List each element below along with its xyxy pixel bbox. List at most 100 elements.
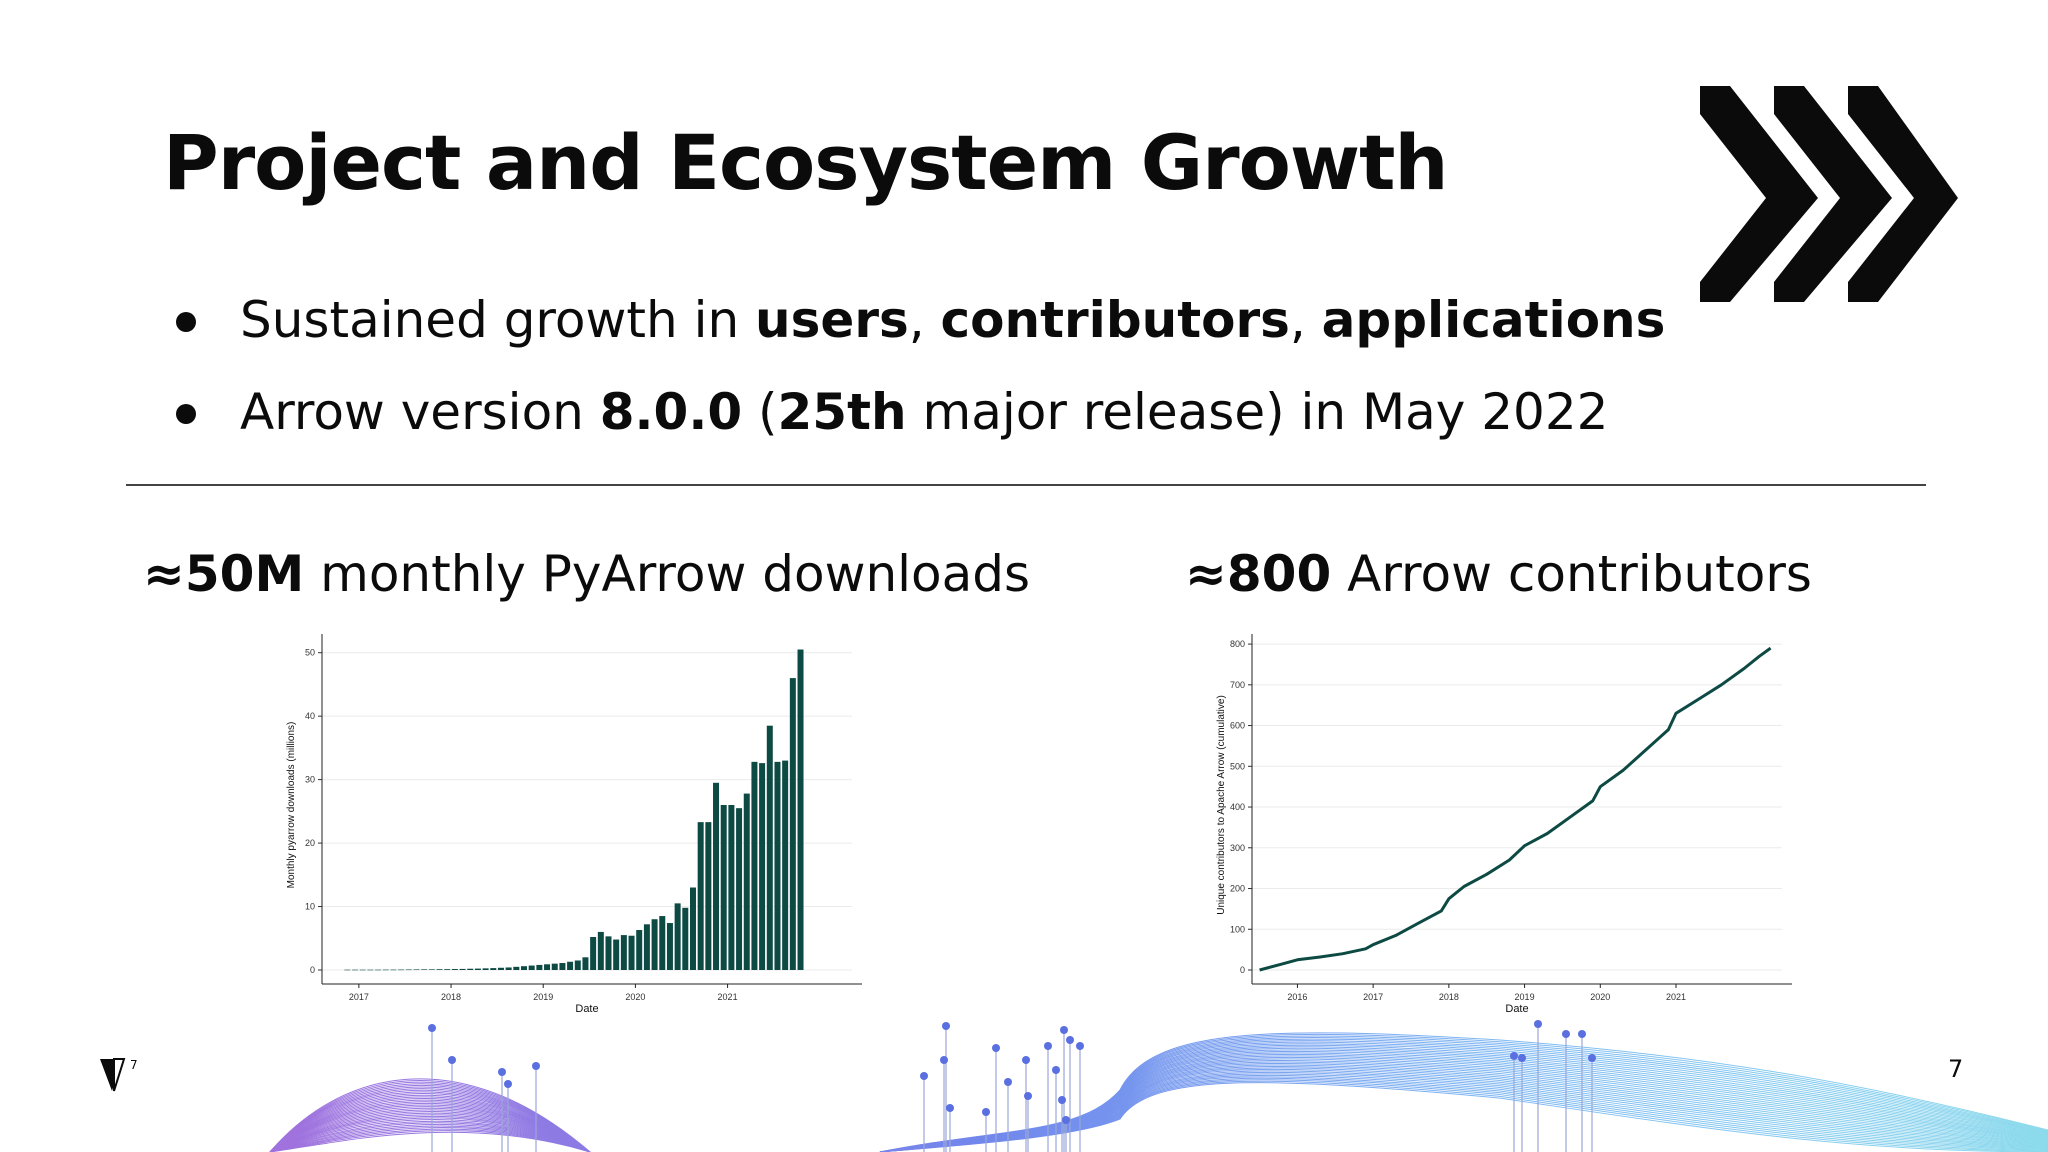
downloads-stat: ≈50M monthly PyArrow downloads <box>143 545 1030 603</box>
wave-pin-dot <box>1578 1030 1586 1038</box>
page-number: 7 <box>1948 1055 1964 1083</box>
wave-pin-dot <box>940 1056 948 1064</box>
downloads-bar <box>728 805 735 970</box>
wave-pin-dot <box>1076 1042 1084 1050</box>
wave-pin-dot <box>1052 1066 1060 1074</box>
contributors-x-axis-title: Date <box>1505 1003 1528 1015</box>
downloads-bar <box>559 963 566 970</box>
wave-pin-dot <box>1062 1116 1070 1124</box>
downloads-bar <box>713 782 720 970</box>
contributors-stat: ≈800 Arrow contributors <box>1185 545 1812 603</box>
downloads-y-tick-label: 10 <box>305 902 315 912</box>
downloads-bar <box>659 916 666 970</box>
downloads-stat-value: ≈50M <box>143 545 305 603</box>
wave-pin-dot <box>1058 1096 1066 1104</box>
wave-pin-dot <box>504 1080 512 1088</box>
downloads-bar <box>743 793 750 970</box>
downloads-bar <box>582 957 589 970</box>
downloads-bar <box>521 966 528 970</box>
downloads-bar <box>398 969 405 971</box>
downloads-bar <box>536 964 543 970</box>
wave-pin-dot <box>1022 1056 1030 1064</box>
contributors-y-tick-label: 0 <box>1240 965 1245 975</box>
downloads-bar <box>428 969 435 970</box>
downloads-bar <box>759 763 766 970</box>
downloads-bar <box>597 931 604 970</box>
wave-pin-dot <box>448 1056 456 1064</box>
bullet-1-part-4: major release) in May 2022 <box>906 383 1609 441</box>
wave-pin-dot <box>920 1072 928 1080</box>
downloads-bar <box>375 969 382 971</box>
contributors-y-tick-label: 500 <box>1230 761 1245 771</box>
downloads-bar <box>605 936 612 970</box>
downloads-bar <box>797 649 804 970</box>
contributors-x-tick-label: 2021 <box>1666 992 1686 1002</box>
downloads-bar <box>382 969 389 971</box>
downloads-y-axis-title: Monthly pyarrow downloads (millions) <box>286 722 297 889</box>
wave-pin-dot <box>1044 1042 1052 1050</box>
wave-pin-dot <box>532 1062 540 1070</box>
bullet-1-part-0: Arrow version <box>240 383 600 441</box>
downloads-bar <box>643 924 650 970</box>
wave-line <box>269 1082 2048 1152</box>
contributors-y-tick-label: 200 <box>1230 884 1245 894</box>
downloads-x-tick-label: 2018 <box>441 992 461 1002</box>
contributors-y-axis-title: Unique contributors to Apache Arrow (cum… <box>1216 695 1227 915</box>
bullet-0-part-3: contributors <box>940 291 1290 349</box>
wave-pin-dot <box>992 1044 1000 1052</box>
bullet-list: Sustained growth in users, contributors,… <box>170 274 1665 458</box>
downloads-bar <box>344 969 351 971</box>
downloads-bar <box>497 967 504 970</box>
downloads-bar <box>705 822 712 970</box>
downloads-bar-chart: 0 10 20 30 40 50 2017 2018 2019 2020 2021 Date Month… <box>286 634 862 1015</box>
bullet-0-part-4: , <box>1289 291 1322 349</box>
downloads-bar <box>590 937 597 970</box>
contributors-line-chart: 0 100 200 300 400 500 600 700 800 2016 2017 2018 201… <box>1216 634 1792 1015</box>
contributors-y-tick-label: 300 <box>1230 843 1245 853</box>
downloads-bar <box>413 969 420 971</box>
wave-pin-dot <box>982 1108 990 1116</box>
wave-pin-dot <box>1024 1092 1032 1100</box>
downloads-bar <box>405 969 412 971</box>
downloads-bar <box>651 919 658 970</box>
contributors-series-line <box>1259 646 1772 972</box>
downloads-bar <box>451 969 458 970</box>
chevrons-logo-icon <box>1700 86 1958 302</box>
downloads-stat-label: monthly PyArrow downloads <box>304 545 1031 603</box>
downloads-bar <box>567 961 574 970</box>
downloads-x-tick-label: 2021 <box>718 992 738 1002</box>
bullet-item-growth: Sustained growth in users, contributors,… <box>170 274 1665 366</box>
downloads-bar <box>613 939 620 970</box>
downloads-bar <box>636 930 643 970</box>
downloads-bar <box>736 808 743 970</box>
section-divider <box>126 484 1926 486</box>
contributors-stat-label: Arrow contributors <box>1331 545 1812 603</box>
downloads-bar <box>682 907 689 970</box>
slide-title: Project and Ecosystem Growth <box>163 118 1449 207</box>
bullet-0-part-0: Sustained growth in <box>240 291 756 349</box>
downloads-bar <box>459 968 466 970</box>
wave-pin-dot <box>946 1104 954 1112</box>
downloads-bar <box>774 761 781 970</box>
bullet-item-release: Arrow version 8.0.0 (25th major release)… <box>170 366 1665 458</box>
bullet-0-part-2: , <box>908 291 941 349</box>
downloads-bar <box>474 968 481 970</box>
downloads-bar <box>352 969 359 971</box>
downloads-bar <box>551 963 558 970</box>
downloads-x-tick-label: 2020 <box>625 992 645 1002</box>
contributors-x-tick-label: 2018 <box>1439 992 1459 1002</box>
downloads-y-tick-label: 0 <box>310 965 315 975</box>
wave-pin-dot <box>1066 1036 1074 1044</box>
wave-pin-dot <box>1518 1054 1526 1062</box>
contributors-y-tick-label: 400 <box>1230 802 1245 812</box>
bullet-0-part-1: users <box>755 291 909 349</box>
contributors-x-tick-label: 2017 <box>1363 992 1383 1002</box>
wave-pin-dot <box>1534 1020 1542 1028</box>
svg-text:7: 7 <box>130 1058 138 1072</box>
wave-pin-dot <box>942 1022 950 1030</box>
contributors-y-tick-label: 600 <box>1230 721 1245 731</box>
decorative-wave-graphic <box>269 1020 2048 1152</box>
bullet-text-0: Sustained growth in users, contributors,… <box>240 291 1665 349</box>
downloads-bar <box>390 969 397 971</box>
wave-pin-dot <box>1588 1054 1596 1062</box>
